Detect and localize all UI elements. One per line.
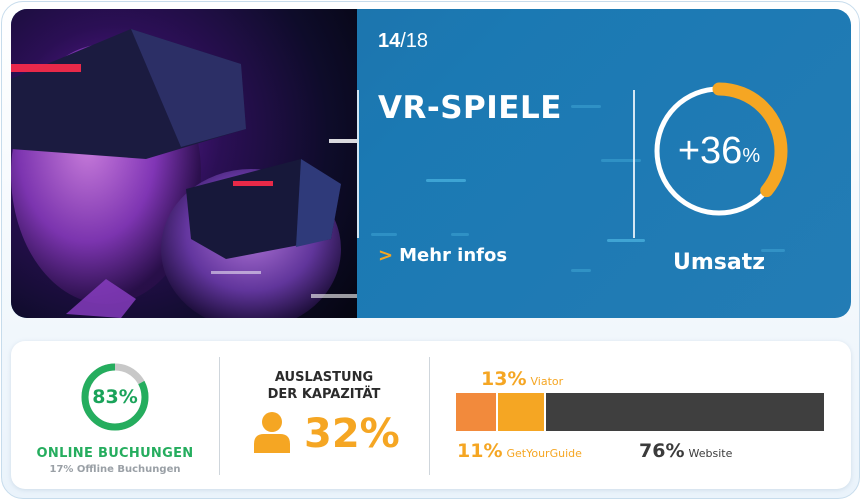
stats-divider (219, 357, 220, 475)
slide-counter-current: 14 (378, 30, 401, 52)
website-share-label: Website (688, 447, 733, 460)
light-streak (601, 159, 641, 162)
hero-divider-right (633, 90, 635, 238)
light-streak (761, 249, 785, 252)
viator-share-value: 13% (481, 368, 527, 390)
hero-panel (11, 9, 851, 318)
bar-segment-getyourguide (456, 393, 497, 431)
more-info-label: Mehr infos (399, 245, 508, 266)
capacity-title: AUSLASTUNG DER KAPAZITÄT (221, 369, 427, 403)
donut-online-arc (81, 363, 149, 431)
revenue-number: +36 (677, 129, 743, 172)
slide-counter: 14/18 (378, 30, 428, 53)
bar-segment-viator (496, 393, 545, 431)
online-bookings-label: ONLINE BUCHUNGEN (36, 446, 194, 461)
capacity-title-line1: AUSLASTUNG (274, 370, 374, 385)
light-streak (451, 233, 469, 236)
vr-players-photo (11, 9, 357, 318)
viator-share: 13% Viator (481, 368, 563, 390)
booking-channel-bar (456, 393, 824, 431)
person-icon (254, 412, 290, 453)
website-share: 76% Website (639, 440, 732, 462)
light-streak (571, 105, 601, 108)
online-bookings-donut (81, 363, 149, 431)
slide-counter-total: /18 (400, 30, 429, 52)
capacity-value: 32% (304, 411, 400, 457)
offline-bookings-label: 17% Offline Buchungen (49, 464, 181, 475)
getyourguide-share: 11% GetYourGuide (457, 440, 582, 462)
light-streak (426, 179, 466, 182)
light-streak (607, 239, 645, 242)
page-title: VR-SPIELE (378, 90, 562, 126)
stats-panel: 83% ONLINE BUCHUNGEN 17% Offline Buchung… (11, 341, 851, 489)
revenue-unit: % (742, 144, 761, 167)
getyourguide-share-label: GetYourGuide (506, 447, 582, 460)
revenue-label: Umsatz (672, 250, 766, 275)
light-streak (571, 269, 591, 272)
revenue-ring-progress (650, 82, 788, 220)
revenue-ring (644, 76, 794, 226)
capacity-title-line2: DER KAPAZITÄT (267, 387, 381, 402)
hero-divider-left (357, 90, 359, 238)
revenue-value: +36% (644, 76, 794, 226)
stats-divider (429, 357, 430, 475)
vr-photo-illustration (11, 29, 357, 318)
website-share-value: 76% (639, 440, 685, 462)
getyourguide-share-value: 11% (457, 440, 503, 462)
viator-share-label: Viator (530, 375, 564, 388)
online-bookings-value: 83% (92, 386, 138, 408)
light-streak (371, 233, 397, 236)
more-info-link[interactable]: > Mehr infos (378, 245, 507, 266)
revenue-ring-chart (650, 82, 788, 220)
chevron-right-icon: > (378, 245, 394, 266)
bar-segment-website (544, 393, 824, 431)
